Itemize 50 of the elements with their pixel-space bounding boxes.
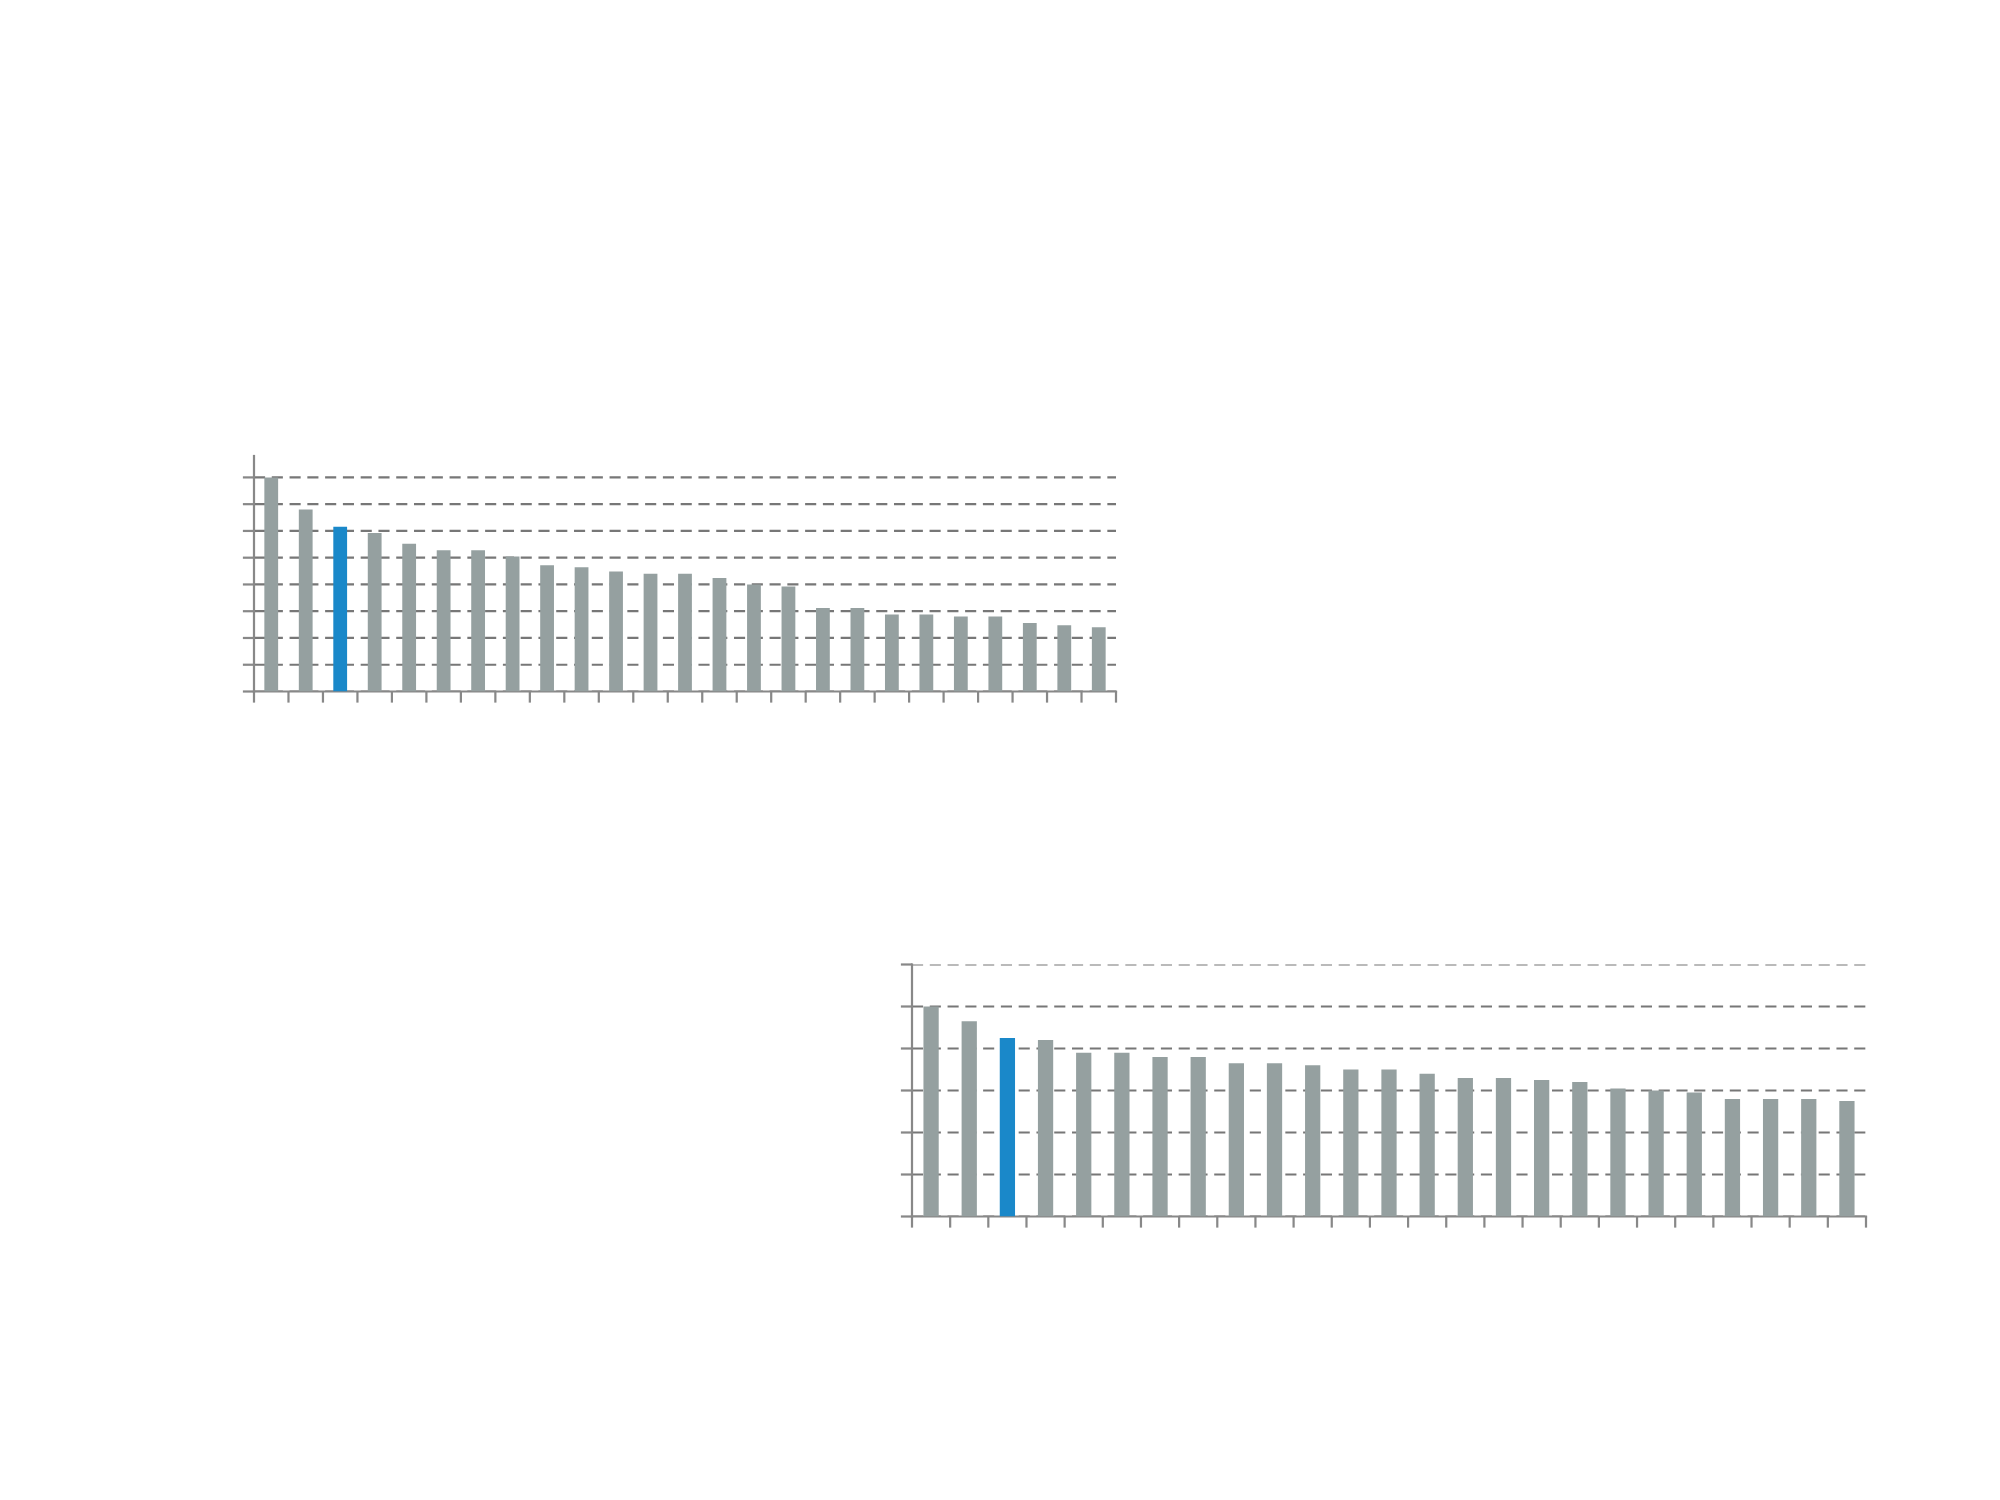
bar xyxy=(298,509,313,692)
bar xyxy=(1114,1052,1130,1217)
bar xyxy=(333,526,348,692)
bar xyxy=(540,565,554,692)
bar xyxy=(436,550,451,692)
bar xyxy=(1037,1040,1054,1217)
bar xyxy=(1648,1090,1664,1217)
bar xyxy=(678,573,692,692)
bar xyxy=(1610,1088,1626,1217)
bar xyxy=(919,614,934,692)
bar xyxy=(923,1006,939,1217)
bar xyxy=(850,608,865,692)
bar xyxy=(1839,1101,1855,1217)
bar xyxy=(1266,1063,1283,1217)
bar xyxy=(1152,1056,1168,1217)
bar xyxy=(961,1021,977,1217)
bar xyxy=(1686,1092,1702,1217)
bar xyxy=(988,616,1003,692)
bar xyxy=(1572,1082,1588,1217)
bar xyxy=(1076,1052,1092,1217)
bar xyxy=(1762,1098,1779,1217)
bar xyxy=(1419,1073,1435,1217)
bar xyxy=(264,477,279,692)
bar xyxy=(505,556,520,692)
bar xyxy=(1495,1077,1512,1217)
bar xyxy=(402,543,417,692)
bar xyxy=(1091,627,1106,692)
bar xyxy=(1343,1069,1359,1217)
bar xyxy=(1305,1065,1321,1217)
bar xyxy=(1801,1098,1817,1217)
bar xyxy=(1190,1056,1206,1217)
bar xyxy=(1057,625,1072,692)
bar xyxy=(712,578,727,692)
bar xyxy=(1381,1069,1397,1217)
bar xyxy=(609,571,623,692)
bar xyxy=(816,608,830,692)
bar xyxy=(1228,1063,1244,1217)
bar xyxy=(781,586,796,692)
bar xyxy=(1534,1080,1550,1217)
bar xyxy=(1724,1098,1741,1217)
bar xyxy=(953,616,968,692)
bar xyxy=(884,614,899,692)
bar xyxy=(643,573,658,692)
bar xyxy=(471,550,486,692)
bar xyxy=(574,567,589,692)
bar xyxy=(999,1038,1016,1217)
bar xyxy=(747,584,761,692)
bar xyxy=(1457,1077,1473,1217)
bar xyxy=(367,533,382,692)
bar xyxy=(1022,622,1037,692)
